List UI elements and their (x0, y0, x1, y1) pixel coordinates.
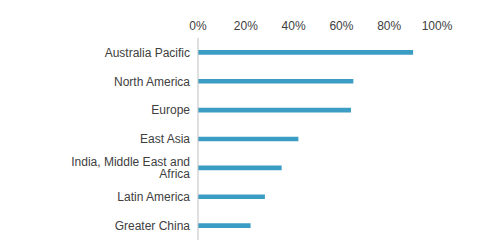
svg-text:East Asia: East Asia (140, 132, 190, 146)
svg-text:India, Middle East andAfrica: India, Middle East andAfrica (71, 155, 190, 181)
svg-text:Europe: Europe (151, 103, 190, 117)
svg-text:100%: 100% (422, 19, 453, 33)
svg-text:0%: 0% (189, 19, 207, 33)
svg-text:80%: 80% (377, 19, 401, 33)
svg-text:60%: 60% (329, 19, 353, 33)
svg-text:Greater China: Greater China (115, 219, 191, 233)
svg-text:40%: 40% (282, 19, 306, 33)
svg-text:North America: North America (114, 75, 190, 89)
svg-text:20%: 20% (234, 19, 258, 33)
svg-text:Latin America: Latin America (117, 190, 190, 204)
svg-text:Australia Pacific: Australia Pacific (105, 46, 190, 60)
